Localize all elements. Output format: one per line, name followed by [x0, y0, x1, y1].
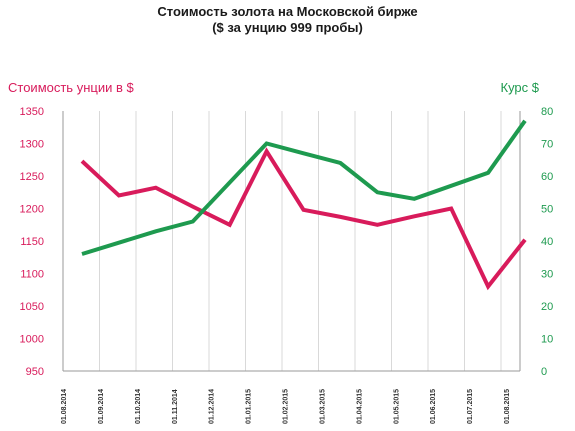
right-tick-label-20: 20: [541, 301, 553, 313]
left-tick-label-1150: 1150: [20, 236, 44, 248]
usd-rate-series-line: [81, 119, 527, 256]
right-tick-label-40: 40: [541, 236, 553, 248]
right-tick-label-10: 10: [541, 334, 553, 346]
right-tick-label-30: 30: [541, 269, 553, 281]
right-axis-title: Курс $: [500, 80, 540, 95]
x-tick-label-9: 01.05.2015: [393, 389, 400, 424]
x-tick-label-6: 01.02.2015: [283, 389, 290, 424]
left-tick-label-1300: 1300: [20, 139, 44, 151]
x-tick-label-10: 01.06.2015: [430, 389, 437, 424]
x-tick-label-5: 01.01.2015: [246, 389, 253, 424]
left-tick-label-1050: 1050: [20, 301, 44, 313]
left-tick-label-1350: 1350: [20, 106, 44, 118]
x-tick-label-11: 01.07.2015: [467, 389, 474, 424]
right-tick-label-70: 70: [541, 139, 553, 151]
left-tick-label-1000: 1000: [20, 334, 44, 346]
right-tick-label-60: 60: [541, 171, 553, 183]
gold-price-series-line: [80, 147, 527, 291]
x-tick-label-8: 01.04.2015: [356, 389, 363, 424]
x-tick-label-0: 01.08.2014: [61, 389, 68, 424]
right-tick-label-0: 0: [541, 366, 547, 378]
x-tick-label-3: 01.11.2014: [172, 389, 179, 424]
left-axis-title: Стоимость унции в $: [8, 80, 134, 95]
right-tick-label-50: 50: [541, 204, 553, 216]
left-tick-label-950: 950: [26, 366, 44, 378]
x-tick-label-12: 01.08.2015: [504, 389, 511, 424]
chart-subtitle: ($ за унцию 999 пробы): [212, 20, 363, 35]
x-tick-label-2: 01.10.2014: [135, 389, 142, 424]
right-tick-label-80: 80: [541, 106, 553, 118]
left-tick-label-1100: 1100: [20, 269, 44, 281]
x-tick-label-7: 01.03.2015: [319, 389, 326, 424]
chart-title: Стоимость золота на Московской бирже: [157, 4, 418, 19]
x-tick-label-1: 01.09.2014: [98, 389, 105, 424]
left-tick-label-1250: 1250: [20, 171, 44, 183]
x-tick-label-4: 01.12.2014: [209, 389, 216, 424]
left-tick-label-1200: 1200: [20, 204, 44, 216]
